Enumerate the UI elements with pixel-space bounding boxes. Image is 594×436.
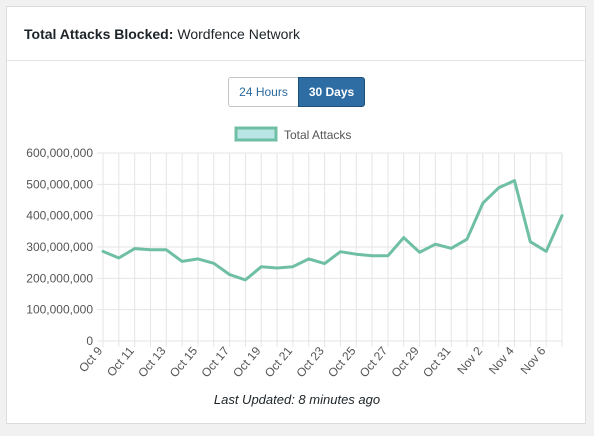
- data-point[interactable]: [368, 252, 376, 260]
- y-tick-label: 200,000,000: [26, 271, 93, 285]
- chart-series: [99, 177, 566, 284]
- x-tick-label: Nov 2: [454, 344, 485, 377]
- y-tick-label: 300,000,000: [26, 240, 93, 254]
- x-tick-label: Oct 21: [262, 344, 296, 380]
- total-attacks-panel: Total Attacks Blocked: Wordfence Network…: [6, 6, 586, 424]
- data-point[interactable]: [479, 199, 487, 207]
- data-point[interactable]: [400, 234, 408, 242]
- data-point[interactable]: [210, 259, 218, 267]
- chart-legend: Total Attacks: [234, 126, 351, 142]
- time-range-toggle: 24 Hours 30 Days: [228, 77, 365, 107]
- data-point[interactable]: [495, 184, 503, 192]
- data-point[interactable]: [162, 246, 170, 254]
- last-updated-text: Last Updated: 8 minutes ago: [213, 392, 381, 407]
- data-point[interactable]: [526, 238, 534, 246]
- x-tick-label: Oct 9: [76, 344, 105, 375]
- y-tick-label: 0: [86, 334, 93, 348]
- series-line-total-attacks: [101, 179, 564, 282]
- data-point[interactable]: [352, 250, 360, 258]
- data-point[interactable]: [305, 255, 313, 263]
- data-point[interactable]: [131, 245, 139, 253]
- x-tick-label: Nov 4: [486, 344, 517, 377]
- data-point[interactable]: [542, 247, 550, 255]
- chart-axes: 0 100,000,000 200,000,000 300,000,000 400,00…: [26, 146, 548, 380]
- data-point[interactable]: [463, 235, 471, 243]
- data-point[interactable]: [416, 248, 424, 256]
- y-tick-label: 500,000,000: [26, 177, 93, 191]
- x-tick-label: Oct 29: [388, 344, 422, 380]
- x-tick-label: Oct 23: [293, 344, 327, 380]
- data-point[interactable]: [178, 257, 186, 265]
- x-tick-label: Oct 27: [357, 344, 391, 380]
- data-point[interactable]: [115, 254, 123, 262]
- x-tick-label: Oct 31: [420, 344, 454, 380]
- data-point[interactable]: [447, 244, 455, 252]
- y-tick-label: 400,000,000: [26, 209, 93, 223]
- range-24-hours-button[interactable]: 24 Hours: [228, 77, 298, 107]
- data-point[interactable]: [273, 264, 281, 272]
- x-tick-label: Oct 11: [104, 344, 137, 380]
- data-point[interactable]: [321, 260, 329, 268]
- data-point[interactable]: [257, 263, 265, 271]
- data-point[interactable]: [289, 263, 297, 271]
- data-point[interactable]: [558, 212, 566, 220]
- panel-title-label: Total Attacks Blocked:: [24, 25, 174, 42]
- panel-header: Total Attacks Blocked: Wordfence Network: [7, 7, 585, 61]
- x-tick-label: Oct 13: [135, 344, 169, 380]
- x-tick-label: Oct 19: [230, 344, 264, 380]
- x-tick-label: Nov 6: [518, 344, 549, 377]
- data-point[interactable]: [336, 248, 344, 256]
- x-tick-label: Oct 17: [198, 344, 232, 380]
- y-tick-label: 100,000,000: [26, 303, 93, 317]
- legend-swatch: [234, 126, 278, 142]
- attacks-chart: 0 100,000,000 200,000,000 300,000,000 400,00…: [7, 7, 587, 392]
- panel-title-network: Wordfence Network: [177, 25, 301, 42]
- data-point[interactable]: [99, 247, 107, 255]
- data-point[interactable]: [241, 276, 249, 284]
- data-point[interactable]: [226, 271, 234, 279]
- data-point[interactable]: [384, 252, 392, 260]
- x-tick-label: Oct 15: [167, 344, 201, 380]
- data-point[interactable]: [194, 255, 202, 263]
- data-point[interactable]: [511, 177, 519, 185]
- range-30-days-button[interactable]: 30 Days: [298, 77, 365, 107]
- x-tick-label: Oct 25: [325, 344, 359, 380]
- legend-label: Total Attacks: [284, 128, 351, 142]
- attacks-line-chart: 0 100,000,000 200,000,000 300,000,000 400,00…: [26, 126, 566, 380]
- y-tick-label: 600,000,000: [26, 146, 93, 160]
- data-point[interactable]: [431, 240, 439, 248]
- data-point[interactable]: [146, 246, 154, 254]
